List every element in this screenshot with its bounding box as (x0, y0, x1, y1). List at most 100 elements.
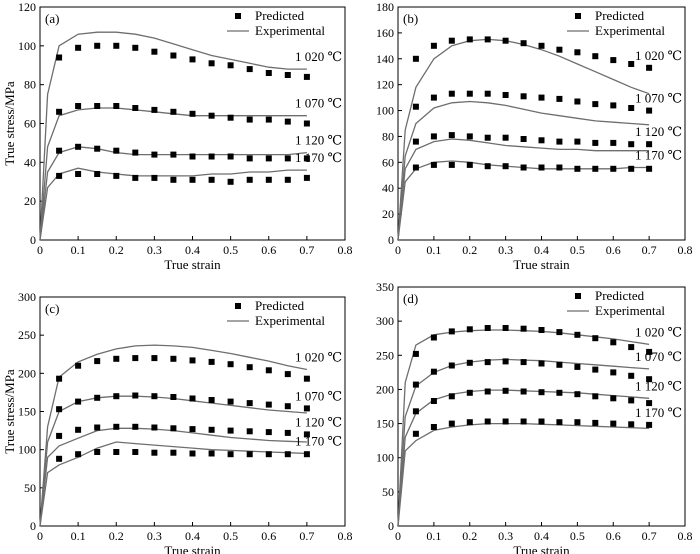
x-tick-label: 0.2 (109, 243, 124, 257)
predicted-point (189, 153, 196, 160)
predicted-point (208, 358, 215, 365)
x-tick-label: 0.5 (570, 529, 585, 543)
predicted-point (113, 449, 120, 455)
predicted-point (610, 339, 617, 346)
predicted-point (132, 149, 139, 156)
y-tick-label: 0 (30, 233, 36, 247)
predicted-point (284, 176, 291, 183)
x-tick-label: 0.1 (71, 529, 86, 543)
predicted-point (303, 451, 310, 458)
predicted-point (246, 364, 253, 371)
predicted-point (646, 421, 653, 428)
y-tick-label: 300 (376, 314, 394, 328)
predicted-point (303, 405, 310, 412)
predicted-point (265, 401, 272, 408)
predicted-point (303, 431, 310, 438)
legend-label-predicted: Predicted (595, 288, 645, 303)
predicted-point (412, 430, 419, 437)
legend-marker-predicted (575, 293, 581, 299)
predicted-point (502, 325, 509, 331)
experimental-curve-2 (397, 100, 650, 241)
predicted-point (151, 355, 158, 362)
y-tick-label: 100 (18, 39, 36, 53)
predicted-point (646, 400, 653, 407)
y-axis-title: True stress/MPa (2, 369, 17, 454)
predicted-point (592, 165, 599, 172)
predicted-point (520, 418, 527, 425)
predicted-point (574, 363, 581, 370)
x-tick-label: 0.6 (606, 529, 621, 543)
y-tick-label: 60 (382, 155, 394, 169)
predicted-point (284, 403, 291, 410)
x-axis-title: True strain (513, 543, 570, 554)
temperature-label: 1 170 ℃ (635, 405, 682, 420)
predicted-point (303, 73, 310, 80)
predicted-point (610, 395, 617, 402)
predicted-point (208, 153, 215, 160)
predicted-point (94, 171, 101, 177)
predicted-point (151, 449, 158, 456)
experimental-curve-3 (39, 146, 307, 241)
predicted-point (132, 423, 139, 430)
y-tick-label: 150 (376, 417, 394, 431)
y-tick-label: 100 (376, 451, 394, 465)
predicted-point (448, 132, 455, 139)
predicted-point (412, 408, 419, 415)
x-tick-label: 0 (37, 529, 43, 543)
predicted-point (412, 164, 419, 171)
x-tick-label: 0 (37, 243, 43, 257)
predicted-point (646, 64, 653, 71)
predicted-point (646, 348, 653, 355)
predicted-point (303, 120, 310, 127)
predicted-point (303, 155, 310, 162)
predicted-point (94, 449, 101, 455)
predicted-point (448, 420, 455, 427)
predicted-point (556, 95, 563, 102)
x-tick-label: 0.8 (338, 529, 353, 543)
predicted-point (430, 42, 437, 49)
predicted-point (265, 429, 272, 436)
predicted-point (556, 389, 563, 396)
y-tick-label: 120 (376, 78, 394, 92)
legend-label-experimental: Experimental (595, 303, 665, 318)
y-tick-label: 60 (24, 117, 36, 131)
predicted-point (538, 94, 545, 101)
x-tick-label: 0.3 (498, 243, 513, 257)
predicted-point (227, 398, 234, 405)
predicted-point (227, 153, 234, 160)
predicted-point (246, 451, 253, 458)
predicted-point (151, 106, 158, 113)
predicted-point (574, 138, 581, 145)
plot-frame (39, 296, 346, 527)
predicted-point (484, 418, 491, 425)
predicted-point (556, 164, 563, 171)
temperature-label: 1 070 ℃ (635, 349, 682, 364)
temperature-label: 1 070 ℃ (295, 388, 342, 403)
legend-label-predicted: Predicted (255, 8, 305, 23)
predicted-point (170, 355, 177, 362)
panel-tag: (c) (45, 301, 59, 316)
y-tick-label: 40 (382, 181, 394, 195)
predicted-point (610, 139, 617, 146)
y-tick-label: 200 (376, 382, 394, 396)
predicted-point (227, 451, 234, 458)
predicted-point (265, 176, 272, 183)
predicted-point (430, 424, 437, 430)
x-tick-label: 0.8 (678, 243, 693, 257)
experimental-curve-3 (397, 138, 650, 241)
x-tick-label: 0.6 (261, 529, 276, 543)
predicted-point (538, 389, 545, 396)
experimental-curve-1 (39, 31, 307, 241)
chart-panel-2: 0 0.1 0.2 0.3 0.4 0.5 0.6 0.7 0.8 0 20 40 60 80 100 120… (376, 0, 693, 272)
predicted-point (284, 118, 291, 125)
predicted-point (484, 388, 491, 395)
predicted-point (592, 101, 599, 108)
x-tick-label: 0.5 (223, 243, 238, 257)
predicted-point (227, 114, 234, 121)
legend-label-experimental: Experimental (255, 313, 325, 328)
predicted-point (170, 449, 177, 456)
x-tick-label: 0.7 (642, 243, 657, 257)
temperature-label: 1 120 ℃ (635, 378, 682, 393)
y-tick-label: 180 (376, 0, 394, 14)
predicted-point (284, 429, 291, 436)
